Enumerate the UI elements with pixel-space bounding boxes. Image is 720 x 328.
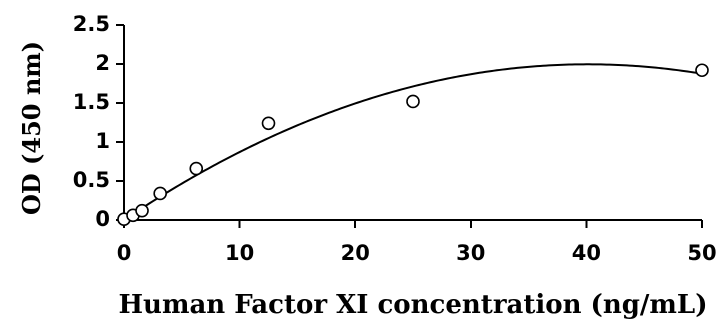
y-tick-label: 1 xyxy=(95,129,110,153)
y-axis-ticks: 0 0.5 1 1.5 2 2.5 xyxy=(73,12,124,231)
x-axis-title: Human Factor XI concentration (ng/mL) xyxy=(118,290,707,320)
data-point xyxy=(153,186,167,201)
y-tick-label: 2 xyxy=(95,51,110,75)
trendline-curve xyxy=(123,63,703,221)
x-tick-label: 50 xyxy=(687,241,716,265)
x-tick-label: 40 xyxy=(572,241,601,265)
x-tick-label: 20 xyxy=(341,241,370,265)
x-tick-label: 0 xyxy=(117,241,132,265)
x-tick-label: 30 xyxy=(456,241,485,265)
data-point xyxy=(695,63,709,78)
data-point xyxy=(261,116,276,131)
data-points xyxy=(117,63,709,227)
data-point xyxy=(135,203,149,218)
y-axis-title: OD (450 nm) xyxy=(17,41,46,215)
data-point xyxy=(406,94,420,109)
x-tick-label: 10 xyxy=(225,241,254,265)
y-tick-label: 1.5 xyxy=(73,90,110,114)
y-tick-label: 0.5 xyxy=(73,168,110,192)
y-tick-label: 0 xyxy=(95,207,110,231)
data-point xyxy=(189,161,204,176)
y-tick-label: 2.5 xyxy=(73,12,110,36)
x-axis-ticks: 0 10 20 30 40 50 xyxy=(117,220,717,265)
axes xyxy=(123,25,702,221)
